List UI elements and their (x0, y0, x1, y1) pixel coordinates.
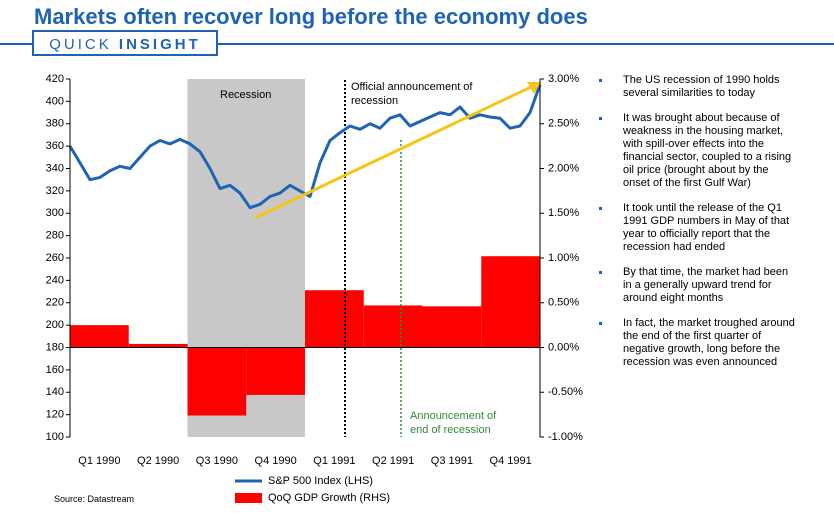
bar (481, 256, 540, 348)
bullet: In fact, the market troughed around the … (597, 317, 797, 369)
y2-tick-label: 1.50% (548, 207, 579, 219)
x-tick-label: Q2 1990 (137, 455, 179, 467)
tag: QUICK INSIGHT (32, 30, 218, 56)
y-tick-label: 200 (46, 319, 64, 331)
official-note: Official announcement of recession (351, 81, 473, 107)
title: Markets often recover long before the ec… (34, 4, 588, 29)
bar (363, 305, 423, 348)
y-tick-label: 420 (46, 73, 64, 85)
tag-light: QUICK (49, 36, 112, 53)
y-tick-label: 220 (46, 297, 64, 309)
legend-label: QoQ GDP Growth (RHS) (268, 492, 390, 504)
trend-arrowhead (527, 82, 541, 94)
bar (422, 306, 482, 348)
trend-arrow (254, 84, 534, 220)
y2-tick-label: -1.00% (548, 431, 583, 443)
legend-swatch (235, 493, 262, 503)
y-tick-label: 320 (46, 185, 64, 197)
end-note: Announcement of end of recession (410, 410, 497, 436)
y2-tick-label: -0.50% (548, 386, 583, 398)
x-tick-label: Q1 1990 (78, 455, 120, 467)
bar (246, 347, 305, 395)
bar (305, 290, 364, 348)
bar (70, 325, 129, 348)
y-tick-label: 180 (46, 341, 64, 353)
y2-tick-label: 0.50% (548, 297, 579, 309)
y2-tick-label: 2.00% (548, 162, 579, 174)
x-tick-label: Q4 1990 (255, 455, 297, 467)
y-tick-label: 160 (46, 364, 64, 376)
bullet: It took until the release of the Q1 1991… (597, 202, 797, 254)
recession-label: Recession (220, 89, 272, 101)
x-tick-label: Q3 1990 (196, 455, 238, 467)
x-tick-label: Q4 1991 (490, 455, 532, 467)
y-tick-label: 380 (46, 118, 64, 130)
bar (187, 347, 247, 416)
bar (128, 343, 188, 348)
y-tick-label: 260 (46, 252, 64, 264)
y2-tick-label: 3.00% (548, 73, 579, 85)
tag-bold: INSIGHT (118, 36, 201, 53)
source: Source: Datastream (54, 494, 135, 504)
bullets: The US recession of 1990 holds several s… (597, 74, 797, 381)
y-tick-label: 100 (46, 431, 64, 443)
x-tick-label: Q1 1991 (313, 455, 355, 467)
y-tick-label: 400 (46, 95, 64, 107)
x-tick-label: Q2 1991 (372, 455, 414, 467)
y-tick-label: 280 (46, 230, 64, 242)
legend-label: S&P 500 Index (LHS) (268, 475, 373, 487)
y-tick-label: 300 (46, 207, 64, 219)
y-tick-label: 120 (46, 409, 64, 421)
bullet: By that time, the market had been in a g… (597, 266, 797, 305)
x-tick-label: Q3 1991 (431, 455, 473, 467)
y-tick-label: 140 (46, 386, 64, 398)
y2-tick-label: 1.00% (548, 252, 579, 264)
y-tick-label: 340 (46, 162, 64, 174)
y-tick-label: 360 (46, 140, 64, 152)
y2-tick-label: 0.00% (548, 341, 579, 353)
bullet: The US recession of 1990 holds several s… (597, 74, 797, 100)
y-tick-label: 240 (46, 274, 64, 286)
bullet: It was brought about because of weakness… (597, 112, 797, 190)
y2-tick-label: 2.50% (548, 118, 579, 130)
